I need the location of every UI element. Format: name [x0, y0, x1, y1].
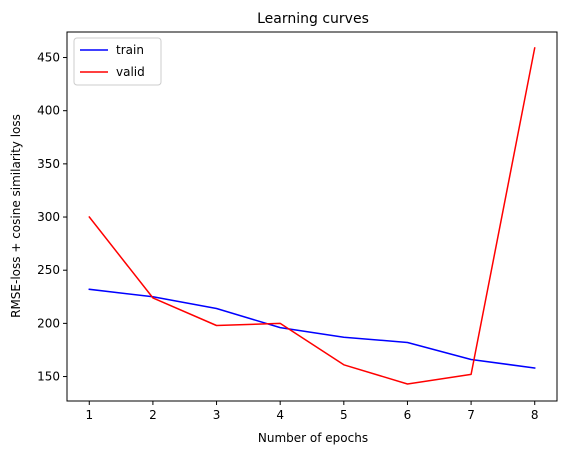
- legend: train valid: [73, 37, 162, 86]
- y-tick-label: 250: [37, 263, 60, 277]
- y-axis-label: RMSE-loss + cosine similarity loss: [9, 114, 23, 318]
- legend-label-valid: valid: [116, 65, 145, 79]
- x-axis-label: Number of epochs: [258, 431, 368, 445]
- x-tick-label: 7: [467, 408, 475, 422]
- series-line-valid: [88, 47, 536, 385]
- y-tick-label: 150: [37, 370, 60, 384]
- plot-area: [88, 47, 536, 385]
- x-tick-label: 5: [340, 408, 348, 422]
- plot-frame: [66, 31, 558, 402]
- x-tick-label: 6: [404, 408, 412, 422]
- y-axis-ticks: 150 200 250 300 350 400 450: [37, 51, 67, 384]
- x-axis-ticks: 1 2 3 4 5 6 7 8: [85, 401, 539, 422]
- legend-label-train: train: [116, 43, 144, 57]
- y-tick-label: 450: [37, 51, 60, 65]
- y-tick-label: 400: [37, 104, 60, 118]
- y-tick-label: 300: [37, 210, 60, 224]
- y-tick-label: 200: [37, 316, 60, 330]
- chart-title: Learning curves: [257, 11, 369, 27]
- x-tick-label: 3: [213, 408, 221, 422]
- x-tick-label: 8: [531, 408, 539, 422]
- y-tick-label: 350: [37, 157, 60, 171]
- series-line-train: [88, 288, 536, 369]
- x-tick-label: 4: [276, 408, 284, 422]
- x-tick-label: 1: [85, 408, 93, 422]
- x-tick-label: 2: [149, 408, 157, 422]
